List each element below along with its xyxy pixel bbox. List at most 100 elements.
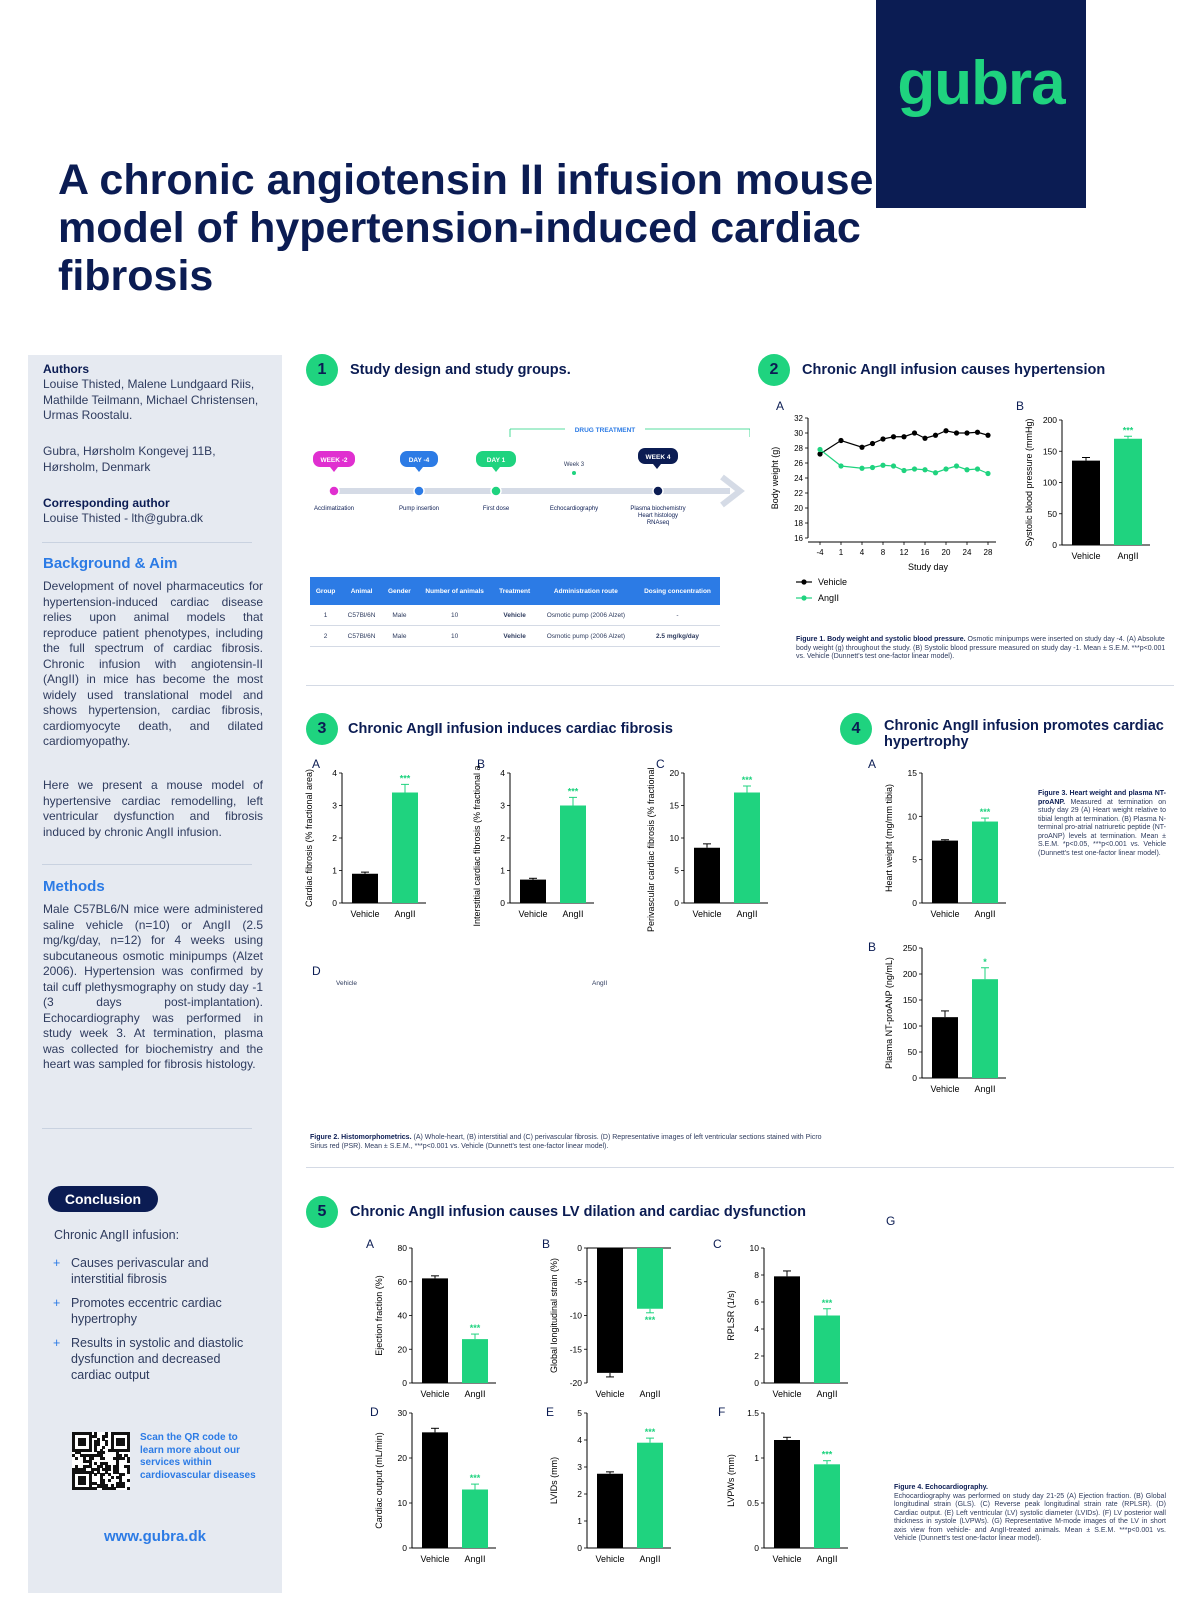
qr-module — [96, 1465, 100, 1469]
bar-vehicle — [352, 873, 378, 903]
section-number: 1 — [306, 354, 338, 386]
qr-module — [99, 1481, 103, 1485]
qr-module — [102, 1484, 106, 1488]
ejection-fraction-chart: 0 20 40 60 80 Vehicle *** AngII Ejection fractio… — [374, 1243, 496, 1399]
panel-label-c: C — [713, 1237, 722, 1251]
y-tick-label: 2 — [577, 1489, 582, 1499]
body-weight-chart: 16 18 20 22 24 26 28 30 32 -4 1 4 8 12 16 20 24 28 Body we… — [770, 414, 996, 603]
significance-label: *** — [822, 1450, 833, 1460]
qr-module — [116, 1481, 120, 1485]
qr-module — [99, 1451, 103, 1455]
qr-module — [127, 1443, 131, 1447]
timeline-dot — [490, 485, 502, 497]
qr-module — [113, 1467, 117, 1471]
nt-proanp-chart: 0 50 100 150 200 250 Vehicle * AngII Plasma NT-pr… — [884, 943, 1006, 1094]
qr-module — [102, 1462, 106, 1466]
y-axis-label: Systolic blood pressure (mmHg) — [1024, 418, 1034, 546]
y-tick-label: 1.5 — [747, 1408, 759, 1418]
table-header: Group — [310, 577, 342, 605]
qr-text: Scan the QR code to learn more about our… — [140, 1432, 256, 1481]
methods-text: Male C57BL6/N mice were administered sal… — [43, 902, 263, 1071]
y-tick-label: 0 — [912, 898, 917, 908]
y-tick-label: -15 — [570, 1344, 583, 1354]
qr-module — [88, 1465, 92, 1469]
qr-module — [107, 1478, 111, 1482]
qr-module — [74, 1470, 78, 1474]
y-tick-label: 5 — [912, 855, 917, 865]
qr-module — [72, 1481, 76, 1485]
corresponding-author: Louise Thisted - lth@gubra.dk — [43, 511, 204, 525]
qr-module — [77, 1440, 81, 1444]
y-axis-label: Heart weight (mg/mm tibia) — [884, 784, 894, 892]
flag-week4: WEEK 4 — [638, 448, 678, 469]
qr-module — [96, 1451, 100, 1455]
qr-module — [99, 1465, 103, 1469]
y-tick-label: 32 — [794, 414, 803, 423]
y-tick-label: 6 — [754, 1297, 759, 1307]
qr-module — [127, 1432, 131, 1436]
figure3-caption: Figure 3. Heart weight and plasma NT-pro… — [1038, 790, 1166, 857]
data-point — [817, 446, 823, 453]
category-label: AngII — [464, 1389, 485, 1399]
qr-module — [88, 1470, 92, 1474]
event-label: Acclimatization — [314, 506, 354, 512]
qr-module — [72, 1445, 76, 1449]
qr-module — [116, 1432, 120, 1436]
y-axis-label: Interstitial cardiac fibrosis (% fractio… — [472, 765, 482, 927]
bar-vehicle — [694, 847, 720, 903]
bar-vehicle — [520, 879, 546, 903]
qr-module — [127, 1437, 131, 1441]
qr-module — [105, 1432, 109, 1436]
qr-module — [72, 1434, 76, 1438]
qr-module — [99, 1478, 103, 1482]
y-tick-label: 15 — [908, 768, 918, 778]
significance-label: *** — [645, 1427, 656, 1437]
qr-module — [80, 1432, 84, 1436]
panel-label-a: A — [868, 757, 877, 771]
qr-module — [99, 1454, 103, 1458]
qr-module — [96, 1484, 100, 1488]
qr-module — [88, 1440, 92, 1444]
table-header: Number of animals — [416, 577, 493, 605]
y-tick-label: 30 — [398, 1408, 408, 1418]
qr-module — [102, 1434, 106, 1438]
bar-vehicle — [774, 1440, 800, 1548]
y-tick-label: 26 — [794, 459, 803, 468]
table-row: 2 C57Bl/6N Male 10 Vehicle Osmotic pump (20… — [310, 625, 720, 647]
qr-module — [127, 1459, 131, 1463]
figure1-caption: Figure 1. Body weight and systolic blood… — [796, 636, 1166, 660]
y-axis-label: Cardiac fibrosis (% fractional area) — [304, 769, 314, 907]
website-link[interactable]: www.gubra.dk — [104, 1528, 206, 1545]
category-label: AngII — [639, 1389, 660, 1399]
category-label: Vehicle — [1071, 551, 1100, 561]
qr-code[interactable] — [72, 1432, 131, 1491]
y-tick-label: 4 — [332, 768, 337, 778]
data-point — [869, 440, 876, 447]
qr-module — [88, 1484, 92, 1488]
qr-module — [105, 1470, 109, 1474]
qr-module — [121, 1440, 125, 1444]
qr-module — [77, 1470, 81, 1474]
significance-label: *** — [1123, 425, 1134, 435]
qr-module — [116, 1448, 120, 1452]
bar-angii — [814, 1315, 840, 1383]
qr-module — [96, 1454, 100, 1458]
bar-angii — [972, 979, 998, 1078]
qr-module — [74, 1465, 78, 1469]
qr-module — [118, 1432, 122, 1436]
data-point — [901, 434, 907, 440]
address: Gubra, Hørsholm Kongevej 11B, Hørsholm, … — [43, 444, 216, 474]
bar-vehicle — [597, 1473, 623, 1548]
qr-module — [83, 1454, 87, 1458]
y-axis-label: Cardiac output (mL/min) — [374, 1432, 384, 1529]
data-point — [964, 430, 970, 436]
event-label: Echocardiography — [550, 506, 598, 512]
figure4-caption: Figure 4. Echocardiography. Echocardiogra… — [894, 1484, 1166, 1542]
lvids-chart: 0 1 2 3 4 5 Vehicle *** AngII LVIDs (mm) — [549, 1408, 671, 1564]
qr-module — [99, 1484, 103, 1488]
y-tick-label: 18 — [794, 519, 803, 528]
section-title: Chronic AngII infusion causes LV dilatio… — [350, 1204, 806, 1220]
qr-module — [96, 1440, 100, 1444]
qr-module — [83, 1465, 87, 1469]
section-number: 2 — [758, 354, 790, 386]
